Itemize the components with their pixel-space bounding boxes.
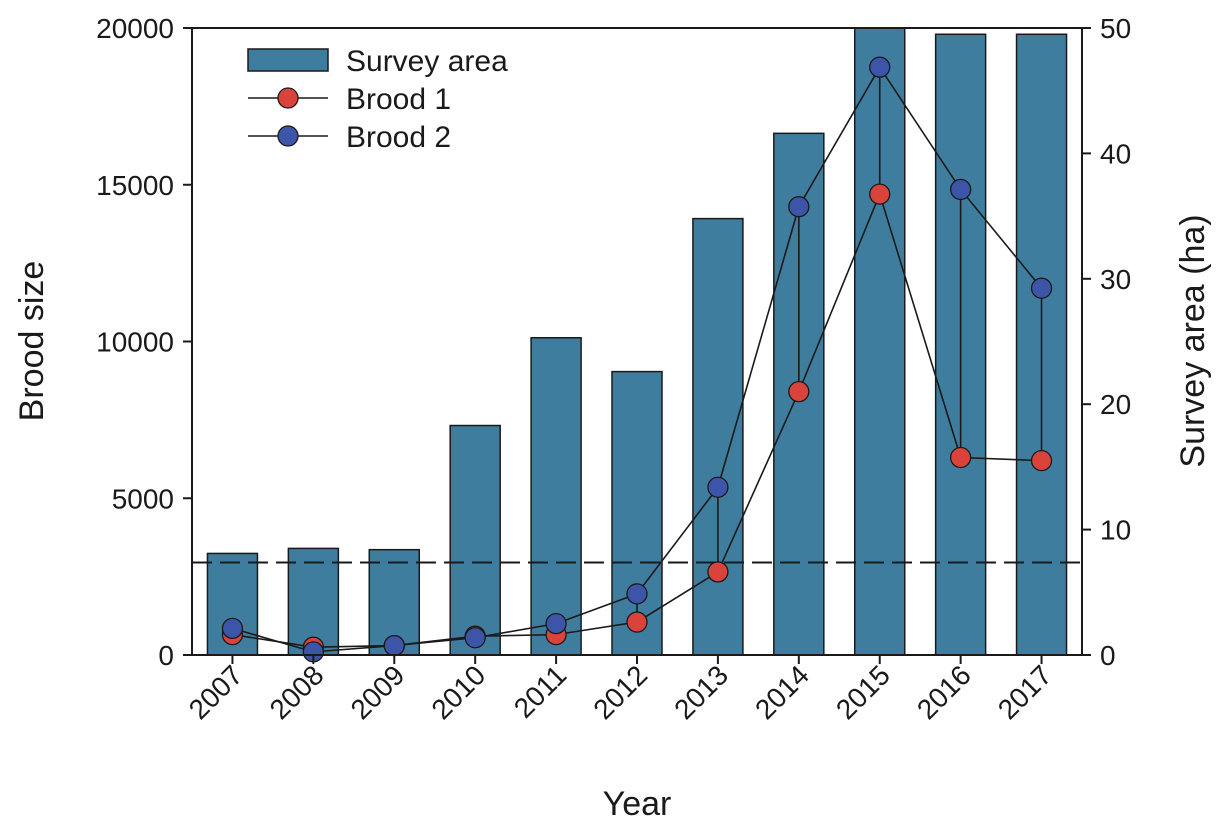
point-brood-1-2017 <box>1030 449 1053 472</box>
point-brood-1-2014 <box>788 381 810 403</box>
x-tick-label: 2011 <box>508 659 573 724</box>
point-brood-1-2016 <box>949 446 972 469</box>
left-y-tick-label: 20000 <box>96 13 174 44</box>
right-y-tick-label: 40 <box>1100 138 1131 169</box>
x-tick-label: 2012 <box>587 659 653 725</box>
legend-label-brood-1: Brood 1 <box>346 83 451 116</box>
x-tick-label: 2007 <box>183 659 249 725</box>
x-tick-label: 2017 <box>992 659 1058 725</box>
bar-2017 <box>1015 33 1068 656</box>
left-y-tick-label: 0 <box>158 640 174 671</box>
bar-2013 <box>692 217 744 656</box>
right-y-tick-label: 10 <box>1100 515 1131 546</box>
legend-marker-brood-1 <box>277 87 299 109</box>
point-brood-2-2007 <box>221 617 244 640</box>
x-tick-label: 2013 <box>668 659 734 725</box>
x-tick-label: 2009 <box>345 659 411 725</box>
points-layer <box>221 56 1053 663</box>
x-axis-title: Year <box>603 785 672 823</box>
point-brood-2-2010 <box>464 627 486 649</box>
x-tick-label: 2016 <box>911 659 977 725</box>
legend: Survey area Brood 1 Brood 2 <box>247 45 508 154</box>
legend-label-survey-area: Survey area <box>346 45 508 78</box>
left-y-tick-label: 5000 <box>112 483 174 514</box>
legend-swatch-survey-area <box>247 48 329 72</box>
left-y-tick-label: 10000 <box>96 327 174 358</box>
point-brood-2-2017 <box>1030 277 1053 299</box>
point-brood-2-2014 <box>788 196 810 218</box>
point-brood-1-2013 <box>707 561 729 583</box>
legend-label-brood-2: Brood 2 <box>346 121 451 154</box>
point-brood-2-2016 <box>949 178 972 201</box>
bar-2011 <box>530 336 582 656</box>
point-brood-2-2013 <box>707 476 729 498</box>
x-tick-label: 2014 <box>749 659 815 725</box>
x-tick-label: 2015 <box>830 659 896 725</box>
right-y-tick-label: 20 <box>1100 389 1131 420</box>
right-y-tick-label: 30 <box>1100 264 1131 295</box>
legend-marker-brood-2 <box>277 125 299 147</box>
point-brood-2-2011 <box>545 613 567 635</box>
point-brood-2-2015 <box>869 56 891 78</box>
bar-2010 <box>449 424 501 656</box>
point-brood-2-2009 <box>383 634 405 657</box>
x-tick-label: 2010 <box>425 659 491 725</box>
right-y-tick-label: 0 <box>1100 640 1116 671</box>
x-tick-label: 2008 <box>264 659 330 725</box>
left-y-axis-title: Brood size <box>13 261 51 422</box>
point-brood-2-2012 <box>626 583 648 605</box>
right-y-axis-title: Survey area (ha) <box>1174 214 1212 467</box>
right-y-tick-label: 50 <box>1100 13 1131 44</box>
point-brood-1-2012 <box>626 611 648 633</box>
left-y-tick-label: 15000 <box>96 170 174 201</box>
bars-layer <box>206 27 1068 656</box>
point-brood-1-2015 <box>869 183 891 205</box>
